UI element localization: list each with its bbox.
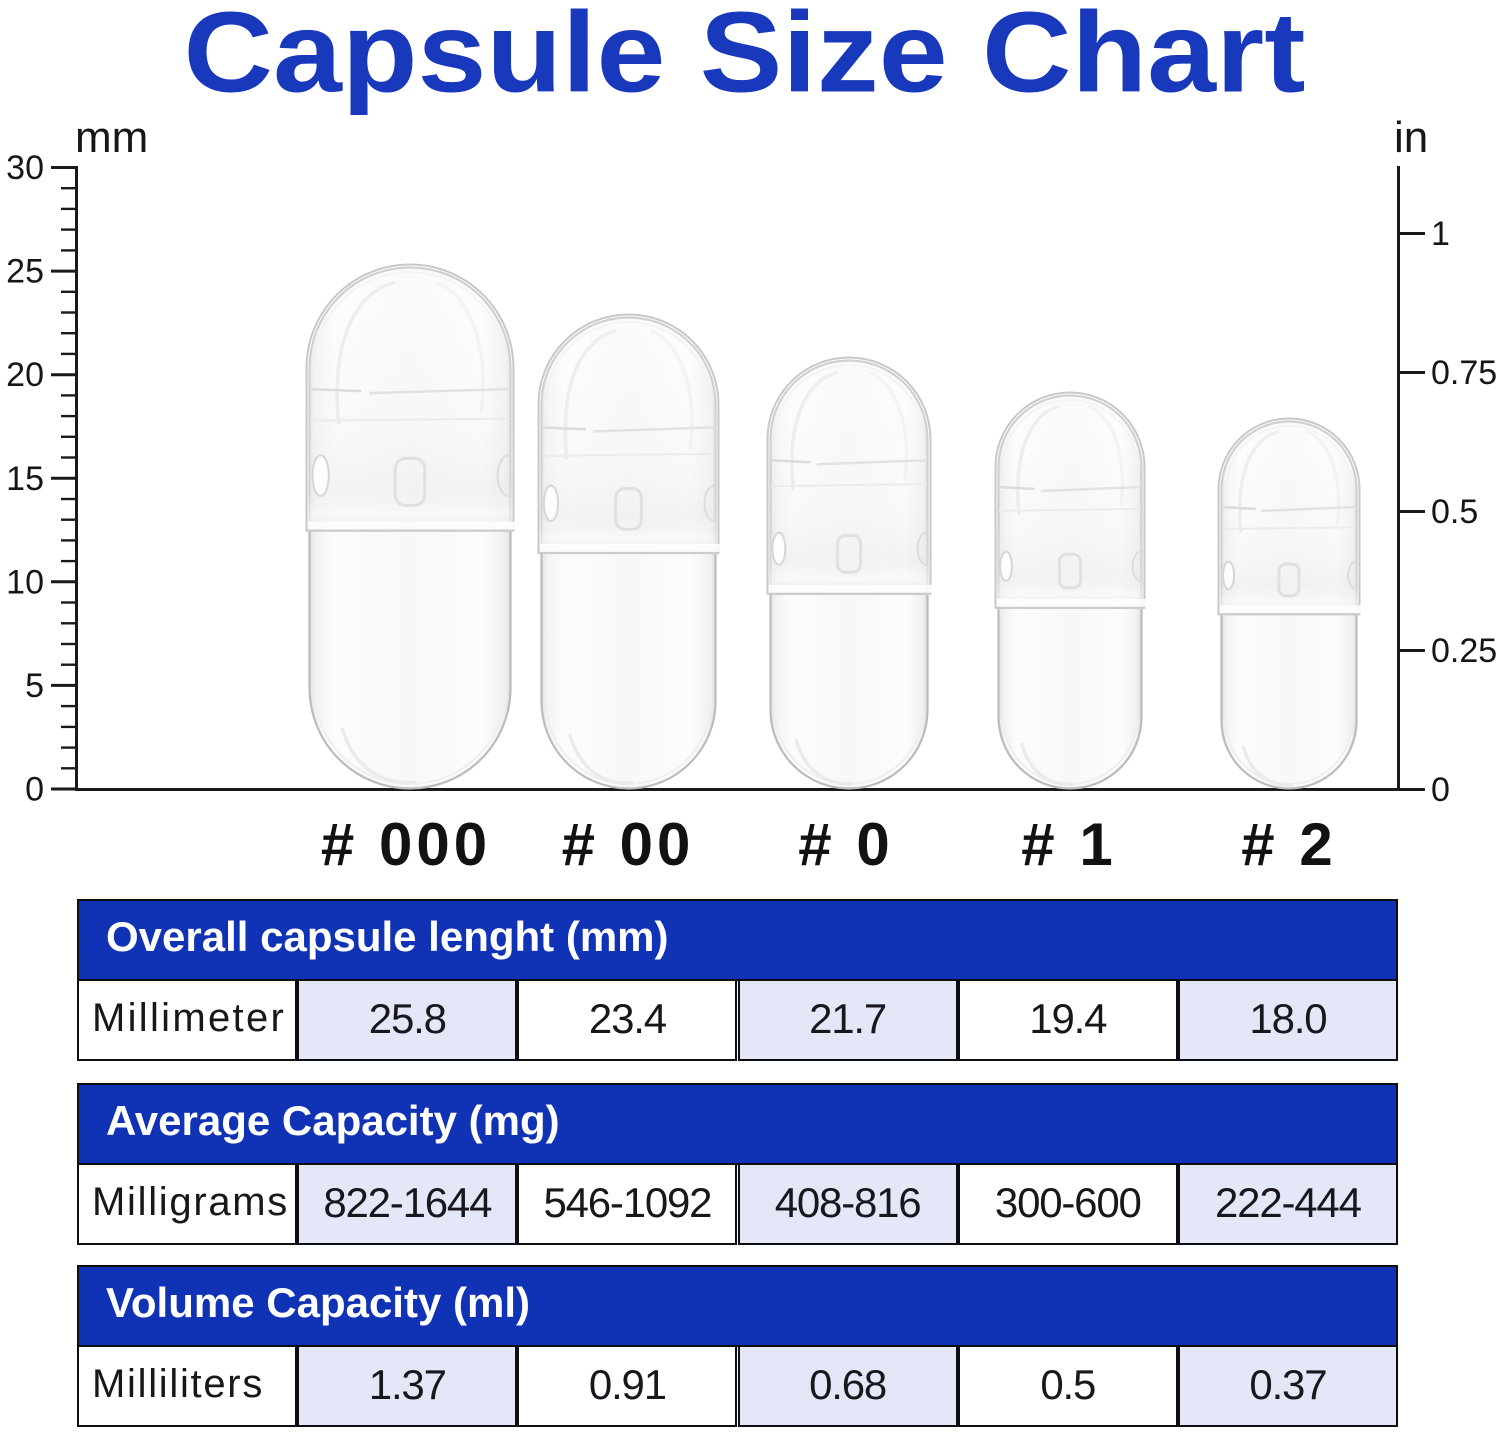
svg-text:20: 20 — [6, 356, 44, 394]
svg-text:Capsule Size Chart: Capsule Size Chart — [184, 0, 1306, 117]
svg-text:0: 0 — [1431, 771, 1450, 809]
svg-text:0.5: 0.5 — [1431, 493, 1478, 531]
svg-text:0.25: 0.25 — [1431, 632, 1497, 670]
svg-text:15: 15 — [6, 460, 44, 498]
svg-text:mm: mm — [75, 113, 148, 162]
svg-text:5: 5 — [25, 667, 44, 705]
svg-text:in: in — [1394, 113, 1428, 162]
svg-text:25: 25 — [6, 253, 44, 291]
svg-text:1: 1 — [1431, 215, 1450, 253]
svg-text:0.75: 0.75 — [1431, 354, 1497, 392]
svg-text:10: 10 — [6, 563, 44, 601]
svg-text:0: 0 — [25, 771, 44, 809]
svg-text:30: 30 — [6, 149, 44, 187]
